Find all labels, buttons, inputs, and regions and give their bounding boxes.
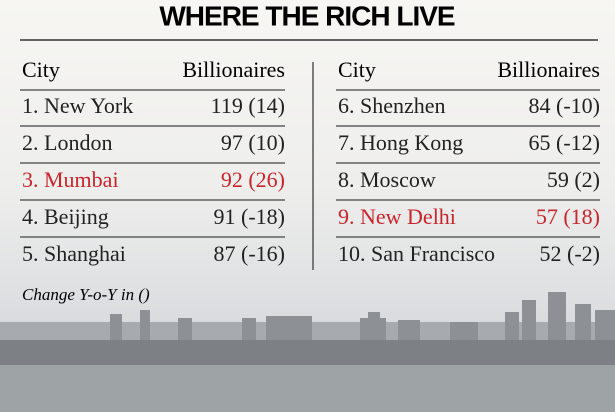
city: 6. Shenzhen (338, 93, 446, 118)
city: 4. Beijing (22, 204, 109, 229)
billionaires: 65 (-12) (529, 130, 600, 155)
header-billionaires: Billionaires (497, 57, 600, 82)
billionaires: 119 (14) (211, 93, 285, 118)
city: 9. New Delhi (338, 204, 456, 229)
city: 5. Shanghai (22, 241, 126, 266)
water (0, 365, 615, 412)
billionaires: 92 (26) (221, 167, 285, 192)
skyline (0, 292, 615, 367)
billionaires: 59 (2) (547, 167, 600, 192)
billionaires: 57 (18) (536, 204, 600, 229)
footnote: Change Y-o-Y in () (22, 285, 150, 304)
city: 3. Mumbai (22, 167, 119, 192)
title: WHERE THE RICH LIVE (159, 0, 455, 31)
billionaires: 87 (-16) (214, 241, 285, 266)
city: 1. New York (22, 93, 133, 118)
city: 8. Moscow (338, 167, 436, 192)
billionaires: 91 (-18) (214, 204, 285, 229)
city: 10. San Francisco (338, 241, 495, 266)
header-billionaires: Billionaires (182, 57, 285, 82)
city: 7. Hong Kong (338, 130, 463, 155)
header-city: City (338, 57, 376, 82)
city: 2. London (22, 130, 112, 155)
header-city: City (22, 57, 60, 82)
billionaires: 52 (-2) (540, 241, 600, 266)
billionaires: 84 (-10) (529, 93, 600, 118)
billionaires: 97 (10) (221, 130, 285, 155)
